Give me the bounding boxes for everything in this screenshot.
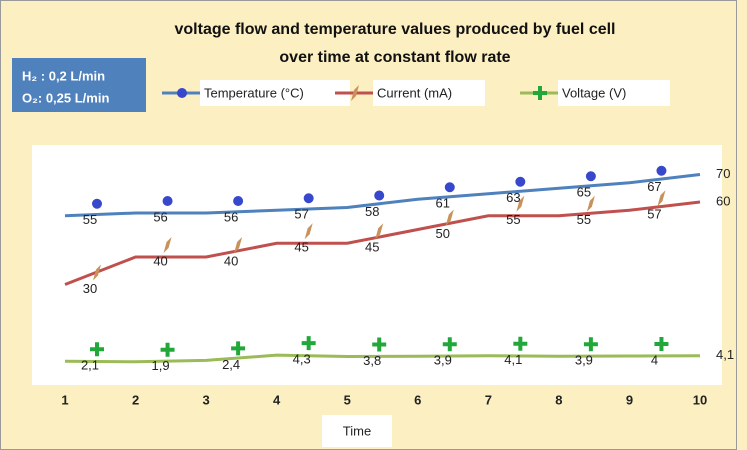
marker [162,196,173,206]
data-label: 67 [647,179,661,194]
x-tick-label: 6 [414,392,421,407]
legend-bg [558,80,670,106]
data-label: 58 [365,204,379,219]
marker [92,198,102,209]
marker [90,342,104,357]
x-tick-label: 7 [485,392,492,407]
data-label: 45 [365,240,379,255]
data-label: 57 [647,207,661,222]
marker [93,264,101,281]
data-label: 45 [294,240,308,255]
data-label: 65 [577,185,591,200]
data-label: 3,8 [363,353,381,368]
marker [372,337,387,352]
x-tick-label: 3 [202,392,209,407]
x-tick-label: 5 [344,392,351,407]
data-label: 2,1 [81,358,99,373]
x-tick-label: 10 [693,392,707,407]
chart-title: over time at constant flow rate [279,49,510,66]
marker [515,176,526,187]
legend-label: Temperature (°C) [204,85,304,100]
x-axis-label: Time [343,423,371,438]
series-line [64,173,701,218]
data-label: 4 [651,352,658,367]
marker [445,209,454,226]
marker [374,190,385,201]
data-label: 2,4 [222,357,240,372]
marker [586,195,595,212]
data-label: 4,1 [716,347,734,362]
x-tick-label: 9 [626,392,633,407]
series-line [64,200,701,286]
x-tick-label: 2 [132,392,139,407]
marker [442,337,457,352]
data-label: 56 [153,209,167,224]
marker [533,86,547,100]
note: O₂: 0,25 L/min [22,90,109,105]
marker [231,341,246,356]
marker [656,165,667,176]
data-label: 30 [83,281,97,296]
x-tick-label: 4 [273,392,281,407]
data-label: 4,1 [504,352,522,367]
data-label: 61 [436,196,450,211]
series-line [64,353,701,364]
legend-bg [373,80,485,106]
legend-label: Current (mA) [377,85,452,100]
note: H₂ : 0,2 L/min [22,68,105,83]
marker [233,196,244,206]
data-label: 55 [506,212,520,227]
data-label: 50 [436,226,450,241]
data-label: 4,3 [293,352,311,367]
marker [304,223,313,240]
marker [375,223,384,240]
data-label: 3,9 [434,353,452,368]
data-label: 40 [153,253,167,268]
marker [234,237,243,253]
marker [583,337,598,352]
data-label: 55 [577,212,591,227]
data-label: 70 [716,166,730,181]
data-label: 55 [83,212,97,227]
marker [163,237,172,253]
marker [177,88,187,98]
data-label: 57 [294,207,308,222]
x-label-box [322,415,392,447]
data-label: 40 [224,253,238,268]
marker [351,85,359,101]
marker [657,190,666,207]
legend-label: Voltage (V) [562,85,626,100]
data-label: 56 [224,209,238,224]
marker [513,336,528,351]
chart-title: voltage flow and temperature values prod… [175,21,616,38]
marker [654,337,669,351]
data-label: 60 [716,193,730,208]
x-tick-label: 1 [61,392,68,407]
marker [444,182,455,193]
marker [301,336,316,351]
data-label: 3,9 [575,353,593,368]
marker [160,342,175,357]
marker [303,193,314,204]
note-box [12,58,146,112]
legend-bg [200,80,350,106]
data-label: 1,9 [152,358,170,373]
marker [516,195,525,212]
plot-area [32,145,722,385]
data-label: 63 [506,190,520,205]
x-tick-label: 8 [555,392,562,407]
marker [585,171,596,182]
